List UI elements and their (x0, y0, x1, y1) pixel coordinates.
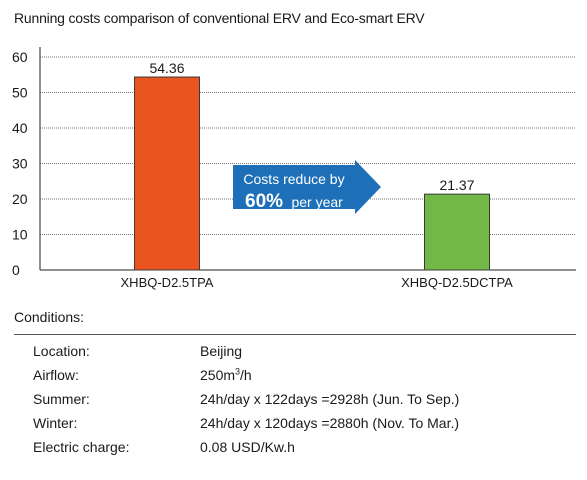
callout-line1: Costs reduce by (243, 171, 344, 187)
condition-value-tail: /h (240, 367, 252, 383)
condition-value: Beijing (200, 343, 243, 359)
condition-key: Electric charge: (33, 439, 130, 455)
y-tick-label: 10 (12, 227, 28, 243)
condition-value-main: 250m (200, 367, 236, 383)
condition-key: Winter: (33, 415, 78, 431)
callout-tail: per year (291, 194, 343, 210)
chart-title: Running costs comparison of conventional… (14, 10, 425, 26)
condition-value: 24h/day x 122days =2928h (Jun. To Sep.) (200, 391, 460, 407)
callout-arrow-shape (233, 160, 381, 214)
bars (134, 76, 490, 271)
y-tick-label: 60 (12, 49, 28, 65)
category-label-1: XHBQ-D2.5TPA (121, 275, 214, 290)
y-axis: 0 10 20 30 40 50 60 (12, 47, 576, 278)
category-label-2: XHBQ-D2.5DCTPA (401, 275, 513, 290)
data-label-1: 54.36 (149, 60, 184, 76)
conditions-divider (14, 334, 576, 335)
condition-value: 24h/day x 120days =2880h (Nov. To Mar.) (200, 415, 460, 431)
y-tick-label: 30 (12, 156, 28, 172)
bar-chart: 0 10 20 30 40 50 60 54.36 XHBQ-D2.5TPA 21.37 XHBQ… (12, 47, 576, 290)
y-tick-label: 20 (12, 191, 28, 207)
condition-key: Airflow: (33, 367, 79, 383)
callout-highlight: 60% (245, 191, 283, 212)
y-tick-label: 50 (12, 85, 28, 101)
condition-key: Location: (33, 343, 90, 359)
callout-arrow: Costs reduce by 60% per year (233, 160, 381, 214)
callout-line2: 60% per year (245, 191, 343, 212)
y-tick-label: 40 (12, 120, 28, 136)
bar-1 (134, 76, 200, 271)
condition-key: Summer: (33, 391, 90, 407)
conditions-heading: Conditions: (14, 309, 85, 325)
condition-value: 250m3/h (200, 367, 252, 383)
y-tick-label: 0 (12, 262, 20, 278)
condition-value-sup: 3 (235, 366, 241, 377)
labels: 54.36 XHBQ-D2.5TPA 21.37 XHBQ-D2.5DCTPA (121, 60, 514, 290)
bar-2 (424, 193, 490, 271)
condition-value: 0.08 USD/Kw.h (200, 439, 295, 455)
data-label-2: 21.37 (439, 177, 474, 193)
